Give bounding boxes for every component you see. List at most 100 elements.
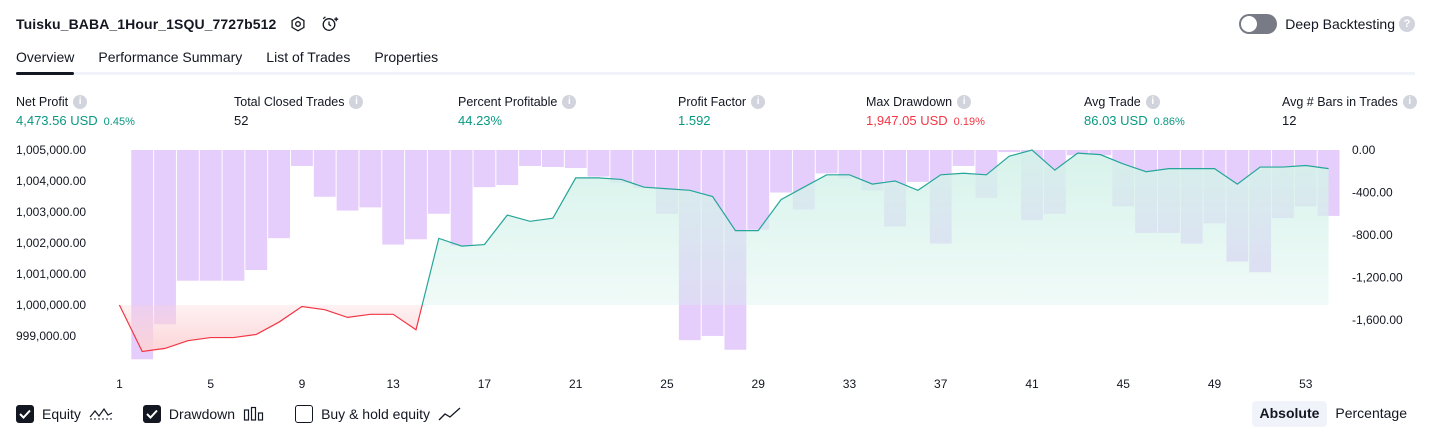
equity-line-loss <box>118 304 423 353</box>
drawdown-bar <box>496 150 519 186</box>
drawdown-bar <box>610 150 633 183</box>
drawdown-bar <box>222 150 245 281</box>
equity-tick-label: 1,003,000.00 <box>16 205 86 219</box>
metric-value: 86.03 USD <box>1084 113 1148 128</box>
equity-line-icon <box>89 407 113 420</box>
help-icon[interactable]: ? <box>1399 16 1415 32</box>
metric-max-drawdown: Max Drawdown i 1,947.05 USD 0.19% <box>866 93 985 128</box>
equity-area-loss <box>119 305 423 352</box>
absolute-button[interactable]: Absolute <box>1251 401 1328 427</box>
drawdown-checkbox[interactable] <box>142 405 161 423</box>
legend-drawdown[interactable]: Drawdown <box>142 405 265 423</box>
equity-line-gain <box>421 149 1329 306</box>
drawdown-bar <box>336 150 359 211</box>
drawdown-bar <box>405 150 427 240</box>
drawdown-bar <box>541 150 564 167</box>
metric-avg-bars-in-trades: Avg # Bars in Trades i 12 <box>1282 93 1417 128</box>
equity-tick-label: 1,000,000.00 <box>16 298 86 312</box>
equity-checkbox[interactable] <box>16 405 34 423</box>
drawdown-bar <box>1089 150 1112 156</box>
drawdown-bar <box>313 150 336 197</box>
drawdown-bar <box>838 150 861 179</box>
drawdown-bar <box>564 150 587 169</box>
x-tick-label: 33 <box>843 377 857 391</box>
info-icon[interactable]: i <box>349 94 364 109</box>
drawdown-bar <box>427 150 450 214</box>
percentage-button[interactable]: Percentage <box>1335 405 1407 421</box>
drawdown-bar <box>176 150 199 281</box>
deep-backtesting-label: Deep Backtesting <box>1285 16 1395 32</box>
x-tick-label: 41 <box>1025 377 1039 391</box>
drawdown-bar <box>770 150 792 193</box>
tab-properties[interactable]: Properties <box>374 49 439 65</box>
metric-percent: 0.45% <box>103 116 135 128</box>
x-tick-label: 9 <box>299 377 306 391</box>
metric-total-closed-trades: Total Closed Trades i 52 <box>234 93 364 128</box>
tab-bar: Overview Performance Summary List of Tra… <box>16 44 1415 75</box>
x-axis: 1 5 9 13 17 21 25 29 33 37 41 45 49 53 <box>116 377 1313 391</box>
info-icon[interactable]: i <box>562 94 577 109</box>
toggle-knob <box>1241 16 1258 32</box>
drawdown-bar <box>747 150 770 230</box>
add-alert-icon[interactable] <box>320 14 340 34</box>
x-tick-label: 13 <box>387 377 401 391</box>
x-tick-label: 49 <box>1208 377 1222 391</box>
legend-equity-label: Equity <box>42 406 81 422</box>
metric-avg-trade: Avg Trade i 86.03 USD 0.86% <box>1084 93 1185 128</box>
tab-overview[interactable]: Overview <box>16 44 75 75</box>
info-icon[interactable]: i <box>751 94 766 109</box>
drawdown-axis: 0.00 -400.00 -800.00 -1,200.00 -1,600.00 <box>1352 143 1403 327</box>
metric-percent: 0.86% <box>1153 116 1185 128</box>
x-tick-label: 1 <box>116 377 123 391</box>
metric-value: 1,947.05 USD <box>866 113 948 128</box>
legend-equity[interactable]: Equity <box>16 405 113 423</box>
metric-label: Avg Trade <box>1084 94 1141 109</box>
deep-backtesting: Deep Backtesting ? <box>1239 12 1415 36</box>
info-icon[interactable]: i <box>957 94 972 109</box>
x-tick-label: 25 <box>660 377 674 391</box>
equity-drawdown-chart[interactable]: 1,005,000.00 1,004,000.00 1,003,000.00 1,00… <box>0 140 1431 400</box>
equity-line <box>118 149 1329 353</box>
drawdown-bar <box>359 150 382 208</box>
metric-label: Percent Profitable <box>458 94 558 109</box>
deep-backtesting-toggle[interactable] <box>1239 14 1278 34</box>
legend-drawdown-label: Drawdown <box>168 406 236 422</box>
metric-value: 4,473.56 USD <box>16 113 98 128</box>
buy-hold-checkbox[interactable] <box>295 405 314 423</box>
drawdown-bar <box>952 150 975 166</box>
drawdown-bar <box>382 150 405 245</box>
equity-tick-label: 999,000.00 <box>16 329 76 343</box>
chart-legend: Equity Drawdown Buy & hold equity <box>16 403 492 425</box>
drawdown-bar <box>450 150 473 246</box>
tab-list-of-trades[interactable]: List of Trades <box>266 49 351 65</box>
x-tick-label: 5 <box>207 377 214 391</box>
x-tick-label: 45 <box>1117 377 1131 391</box>
strategy-header: Tuisku_BABA_1Hour_1SQU_7727b512 <box>16 12 340 36</box>
drawdown-tick-label: -1,200.00 <box>1352 271 1403 285</box>
info-icon[interactable]: i <box>73 94 88 109</box>
drawdown-bar <box>633 150 656 189</box>
drawdown-bar <box>473 150 496 188</box>
drawdown-bar <box>519 150 541 166</box>
metric-profit-factor: Profit Factor i 1.592 <box>678 93 766 128</box>
settings-icon[interactable] <box>288 14 308 34</box>
metrics-row: Net Profit i 4,473.56 USD 0.45% Total Clos… <box>16 93 1417 133</box>
drawdown-bar <box>268 150 291 239</box>
metric-label: Profit Factor <box>678 94 747 109</box>
info-icon[interactable]: i <box>1145 94 1160 109</box>
drawdown-bars-icon <box>243 406 264 421</box>
drawdown-bar <box>587 150 610 177</box>
metric-value: 52 <box>234 113 249 128</box>
drawdown-bar <box>245 150 268 271</box>
metric-label: Max Drawdown <box>866 94 953 109</box>
strategy-title: Tuisku_BABA_1Hour_1SQU_7727b512 <box>16 16 277 32</box>
legend-buy-hold[interactable]: Buy & hold equity <box>295 405 462 423</box>
drawdown-bar <box>998 150 1021 153</box>
drawdown-bar <box>154 150 176 325</box>
x-tick-label: 17 <box>478 377 492 391</box>
tab-performance-summary[interactable]: Performance Summary <box>98 49 243 65</box>
metric-percent-profitable: Percent Profitable i 44.23% <box>458 93 577 128</box>
info-icon[interactable]: i <box>1402 94 1417 109</box>
x-tick-label: 29 <box>752 377 766 391</box>
equity-tick-label: 1,004,000.00 <box>16 174 86 188</box>
